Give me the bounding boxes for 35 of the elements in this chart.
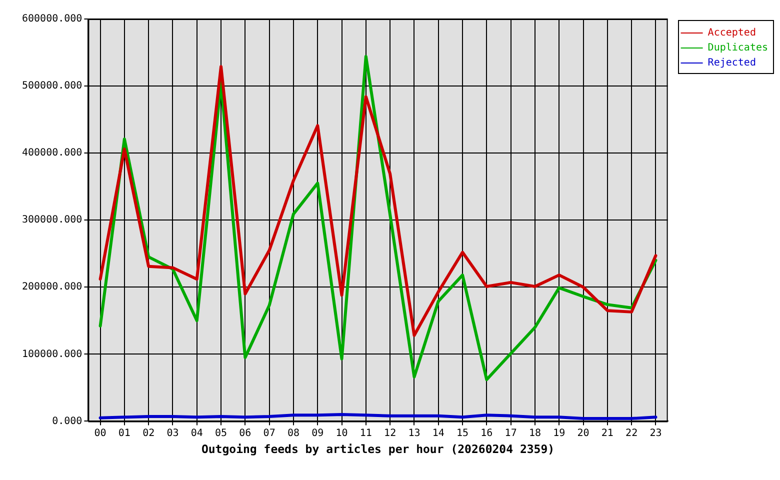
x-tick-label: 08 <box>287 428 300 439</box>
x-tick-label: 03 <box>166 428 179 439</box>
x-tick-label: 05 <box>215 428 228 439</box>
x-tick-label: 13 <box>408 428 420 439</box>
x-tick-label: 04 <box>190 428 203 439</box>
x-tick-label: 11 <box>360 428 372 439</box>
legend-label: Accepted <box>708 28 756 39</box>
x-tick-label: 02 <box>142 428 155 439</box>
y-tick-label: 400000.000 <box>22 148 82 159</box>
legend-label: Rejected <box>708 58 756 69</box>
x-tick-label: 14 <box>432 428 444 439</box>
x-tick-label: 06 <box>239 428 252 439</box>
legend-label: Duplicates <box>708 42 768 54</box>
y-tick-label: 200000.000 <box>22 282 82 293</box>
x-tick-label: 22 <box>626 428 638 439</box>
y-tick-label: 0.000 <box>52 416 82 427</box>
x-tick-label: 16 <box>480 428 493 439</box>
x-tick-label: 01 <box>118 428 130 439</box>
x-tick-label: 09 <box>312 428 324 439</box>
x-tick-label: 17 <box>504 428 517 439</box>
x-tick-label: 21 <box>601 428 614 439</box>
y-tick-label: 500000.000 <box>22 80 82 92</box>
y-tick-label: 100000.000 <box>22 348 82 360</box>
x-tick-label: 15 <box>456 428 469 439</box>
x-tick-label: 12 <box>384 428 396 439</box>
x-tick-label: 07 <box>263 428 276 439</box>
x-tick-label: 00 <box>94 428 106 439</box>
y-tick-label: 300000.000 <box>22 214 82 226</box>
x-tick-label: 18 <box>528 428 541 439</box>
x-tick-label: 20 <box>577 428 590 439</box>
x-tick-label: 23 <box>650 428 662 439</box>
x-tick-label: 19 <box>553 428 566 439</box>
x-tick-label: 10 <box>336 428 348 439</box>
y-tick-label: 600000.000 <box>22 14 82 25</box>
x-axis-title: Outgoing feeds by articles per hour (20260204 2359) <box>201 442 555 456</box>
